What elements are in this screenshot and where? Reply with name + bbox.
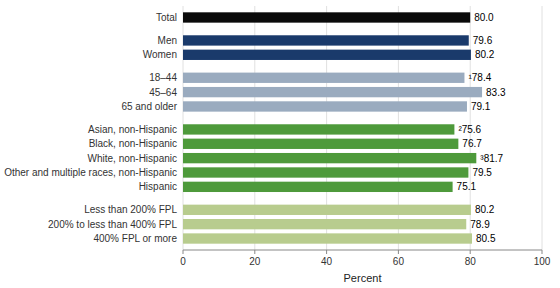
bar — [183, 205, 471, 215]
tick-mark — [542, 250, 543, 254]
bar — [183, 87, 482, 97]
tick-label: 80 — [465, 256, 477, 267]
category-label: Other and multiple races, non-Hispanic — [4, 167, 177, 178]
bar — [183, 50, 471, 60]
bar — [183, 124, 454, 134]
bar — [183, 219, 466, 229]
bar — [183, 153, 476, 163]
bar — [183, 233, 472, 243]
data-label: 79.5 — [472, 167, 492, 178]
bar — [183, 35, 469, 45]
tick-mark — [398, 250, 399, 254]
bar — [183, 139, 458, 149]
category-label: Black, non-Hispanic — [89, 138, 177, 149]
data-label: 79.1 — [471, 101, 491, 112]
data-label: ²75.6 — [458, 124, 481, 135]
chart: Total Men Women 18–44 45–64 65 and older Asian… — [0, 0, 560, 288]
category-label: 65 and older — [121, 101, 177, 112]
tick-label: 20 — [249, 256, 261, 267]
data-label: 78.9 — [470, 219, 490, 230]
category-label: Women — [143, 49, 177, 60]
category-label: 18–44 — [149, 72, 177, 83]
category-label: Men — [158, 35, 177, 46]
category-label: Less than 200% FPL — [84, 204, 177, 215]
category-label: 45–64 — [149, 87, 177, 98]
data-labels: 80.0 79.6 80.2 ¹78.4 83.3 79.1 ²75.6 76.7 ³81.7 7… — [457, 12, 506, 244]
data-label: ¹78.4 — [468, 72, 491, 83]
data-label: 80.2 — [475, 49, 495, 60]
category-label: Asian, non-Hispanic — [88, 124, 177, 135]
category-label: Total — [156, 12, 177, 23]
tick-label: 40 — [321, 256, 333, 267]
tick-mark — [326, 250, 327, 254]
data-label: 80.0 — [474, 12, 494, 23]
bar — [183, 101, 467, 111]
grid-line — [542, 6, 543, 250]
tick-mark — [470, 250, 471, 254]
data-label: 83.3 — [486, 87, 506, 98]
x-axis-line — [183, 250, 542, 251]
data-label: ³81.7 — [480, 153, 503, 164]
tick-mark — [254, 250, 255, 254]
tick-label: 0 — [180, 256, 186, 267]
category-label: White, non-Hispanic — [88, 153, 177, 164]
grid — [183, 6, 542, 250]
bar — [183, 167, 468, 177]
data-label: 80.2 — [475, 204, 495, 215]
data-label: 79.6 — [473, 35, 493, 46]
data-label: 76.7 — [462, 138, 482, 149]
y-tick-labels: Total Men Women 18–44 45–64 65 and older Asian… — [4, 12, 178, 244]
tick-mark — [183, 250, 184, 254]
category-label: 200% to less than 400% FPL — [48, 219, 177, 230]
data-label: 80.5 — [476, 233, 496, 244]
tick-label: 100 — [534, 256, 551, 267]
bar — [183, 12, 470, 22]
category-label: 400% FPL or more — [93, 233, 177, 244]
x-axis-title: Percent — [344, 272, 382, 284]
data-label: 75.1 — [457, 181, 477, 192]
bar — [183, 182, 453, 192]
x-ticks: 0 20 40 60 80 100 — [180, 250, 551, 267]
category-label: Hispanic — [139, 181, 177, 192]
tick-label: 60 — [393, 256, 405, 267]
bar — [183, 73, 464, 83]
bars — [183, 12, 482, 243]
